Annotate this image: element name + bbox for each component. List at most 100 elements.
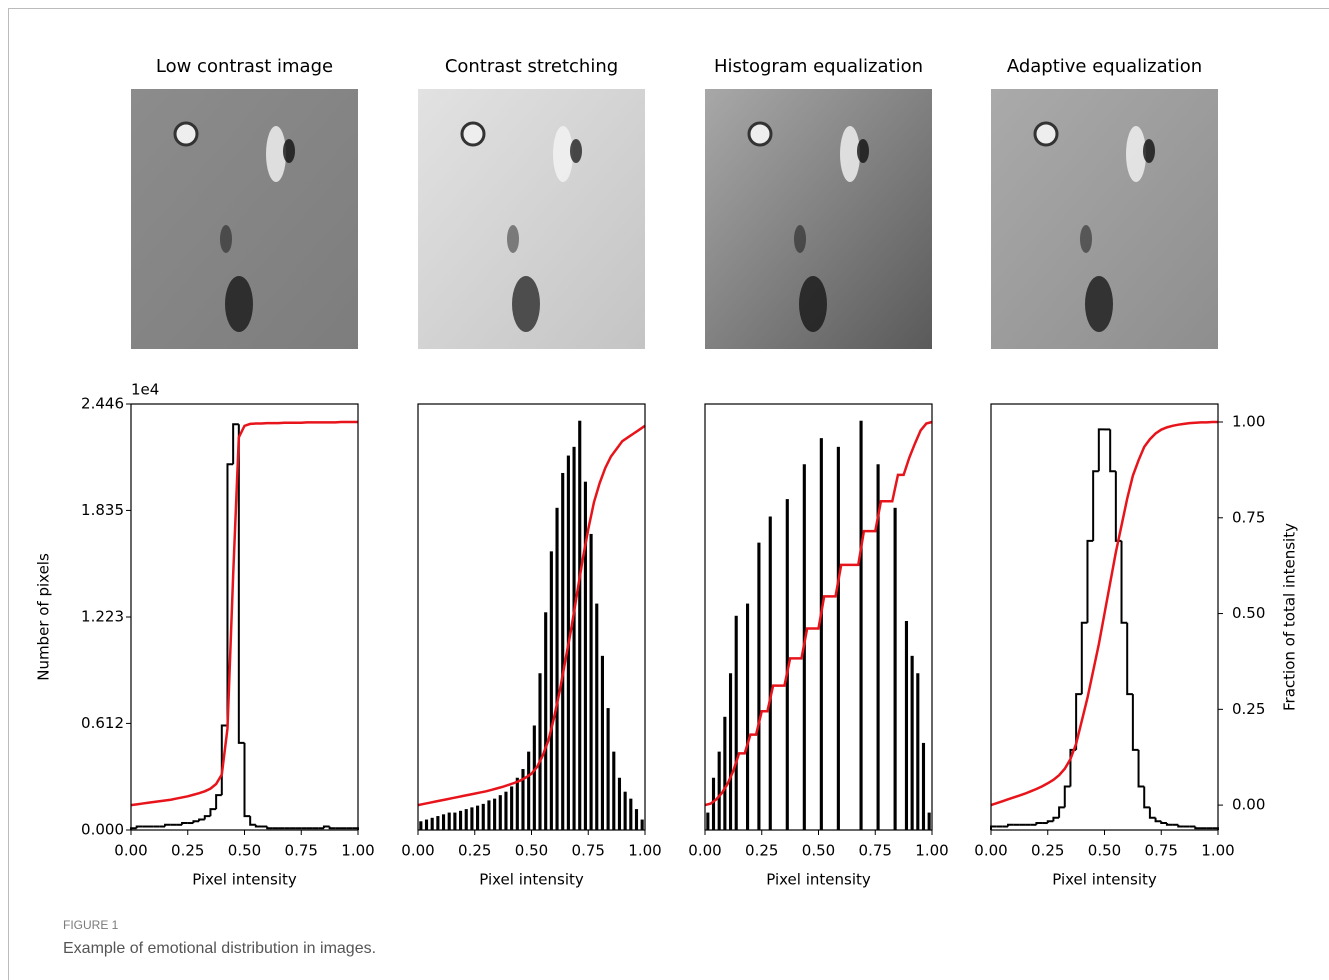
histogram-bar (453, 812, 457, 830)
histogram-step (181, 822, 188, 825)
y-offset-label: 1e4 (131, 381, 159, 399)
histogram-bar (612, 751, 616, 830)
figure-frame (8, 8, 1329, 980)
image-feature (1126, 126, 1146, 182)
histogram-step (237, 424, 245, 744)
histogram-step (232, 423, 239, 465)
histogram-bar (481, 803, 485, 830)
histogram-bar (910, 655, 914, 830)
x-tick-label: 0.75 (572, 842, 605, 860)
image-feature (570, 139, 582, 163)
histogram-step (1120, 540, 1128, 624)
histogram-step (266, 826, 273, 830)
histogram-bar (746, 603, 750, 830)
histogram-bar (430, 817, 434, 830)
x-axis-label: Pixel intensity (1052, 871, 1157, 889)
x-tick-label: 0.50 (1088, 842, 1121, 860)
image-feature (840, 126, 860, 182)
histogram-bar (555, 507, 559, 830)
histogram-step (1143, 786, 1150, 809)
cdf-line (130, 420, 358, 807)
image-feature (1033, 121, 1059, 147)
x-tick-label: 0.25 (171, 842, 204, 860)
histogram-bar (589, 533, 593, 830)
y-tick-label: 0.612 (81, 714, 124, 732)
histogram-bar (757, 542, 761, 830)
histogram-bar (640, 819, 644, 830)
histogram-bar (493, 798, 497, 830)
histogram-bar (498, 795, 502, 830)
histogram-bar (723, 716, 727, 830)
histogram-step (198, 818, 205, 822)
histogram-bar (876, 464, 880, 830)
image-feature (283, 139, 295, 163)
image-feature (507, 225, 519, 253)
histogram-step (1131, 694, 1139, 751)
histogram-bar (561, 472, 565, 830)
x-tick-label: 0.75 (1145, 842, 1178, 860)
x-tick-label: 0.75 (859, 842, 892, 860)
histogram-step (254, 824, 262, 828)
image-feature (220, 225, 232, 253)
histogram-bar (476, 805, 480, 830)
histogram-step (1148, 807, 1156, 819)
x-axis-label: Pixel intensity (479, 871, 584, 889)
y2-tick-label: 0.00 (1232, 796, 1265, 814)
histogram-bar (819, 438, 823, 830)
histogram-step (1109, 429, 1116, 473)
y2-tick-label: 1.00 (1232, 413, 1265, 431)
x-tick-label: 0.25 (1031, 842, 1064, 860)
histogram-bar (893, 507, 897, 830)
caption-text: Example of emotional distribution in ima… (63, 940, 376, 957)
cdf-line (990, 420, 1218, 807)
y-tick-label: 2.446 (81, 395, 124, 413)
histogram-bar (836, 446, 840, 830)
histogram-bar (436, 816, 440, 830)
panel-title: Histogram equalization (714, 56, 923, 77)
histogram-bar (532, 725, 536, 830)
histogram-step (135, 825, 143, 829)
histogram-bar (424, 819, 429, 830)
x-tick-label: 1.00 (628, 842, 661, 860)
histogram-step (1194, 826, 1201, 830)
image-feature (173, 121, 199, 147)
histogram-bar (916, 673, 920, 830)
x-tick-label: 0.75 (285, 842, 318, 860)
histogram-step (1063, 785, 1071, 808)
histogram-bar (595, 603, 599, 830)
image-feature (553, 126, 573, 182)
histogram-step (1114, 471, 1122, 542)
histogram-step (226, 463, 234, 726)
histogram-step (1007, 823, 1014, 827)
histogram-step (209, 808, 217, 817)
histogram-step (192, 820, 200, 824)
histogram-bar (583, 481, 587, 830)
histogram-bar (717, 751, 721, 830)
x-tick-label: 0.50 (802, 842, 835, 860)
y-tick-label: 1.835 (81, 501, 124, 519)
histogram-bar (419, 821, 423, 830)
axes-frame (704, 403, 933, 831)
histogram-step (1160, 821, 1167, 825)
x-tick-label: 0.00 (974, 842, 1007, 860)
histogram-step (203, 815, 211, 820)
y-axis-label: Number of pixels (35, 553, 53, 681)
histogram-bar (706, 812, 710, 830)
histogram-step (249, 816, 256, 826)
image-feature (1080, 225, 1092, 253)
image-feature (512, 276, 540, 332)
image-feature (857, 139, 869, 163)
panel-title: Low contrast image (156, 56, 333, 77)
histogram-bar (487, 800, 491, 830)
histogram-step (1058, 806, 1065, 818)
histogram-bar (510, 786, 514, 830)
image-feature (460, 121, 486, 147)
histogram-step (1052, 816, 1060, 822)
x-tick-label: 0.25 (745, 842, 778, 860)
x-axis-label: Pixel intensity (192, 871, 297, 889)
histogram-bar (515, 777, 519, 830)
histogram-bar (859, 420, 863, 830)
caption-label: FIGURE 1 (63, 918, 119, 932)
y2-tick-label: 0.75 (1232, 508, 1265, 526)
histogram-bar (549, 551, 553, 830)
